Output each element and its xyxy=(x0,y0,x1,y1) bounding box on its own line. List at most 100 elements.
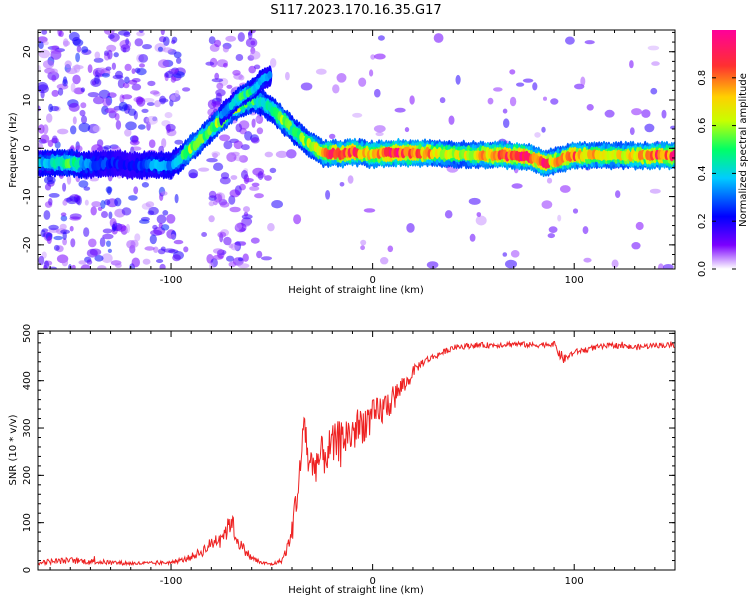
noise-blob xyxy=(158,145,165,155)
noise-blob xyxy=(152,224,158,230)
noise-blob xyxy=(377,35,385,41)
noise-blob xyxy=(509,69,516,75)
noise-blob xyxy=(158,59,170,69)
noise-blob xyxy=(107,186,112,195)
noise-blob xyxy=(138,30,144,33)
colorbar-tick-label: 0.4 xyxy=(697,165,708,181)
noise-blob xyxy=(586,104,594,111)
noise-blob xyxy=(94,51,101,59)
noise-blob xyxy=(275,150,288,158)
noise-blob xyxy=(149,90,160,95)
noise-blob xyxy=(43,210,51,220)
noise-blob xyxy=(89,248,102,256)
noise-blob xyxy=(137,124,146,130)
noise-blob xyxy=(325,190,331,200)
noise-blob xyxy=(631,108,642,116)
noise-blob xyxy=(128,108,137,116)
noise-blob xyxy=(243,206,250,213)
colorbar-tick-label: 0.6 xyxy=(697,118,708,134)
noise-blob xyxy=(41,30,48,35)
noise-blob xyxy=(38,49,50,59)
branch-cell xyxy=(267,71,273,79)
noise-blob xyxy=(516,82,525,87)
noise-blob xyxy=(257,171,264,180)
noise-blob xyxy=(166,214,176,224)
noise-blob xyxy=(358,77,367,87)
noise-blob xyxy=(72,74,81,85)
noise-blob xyxy=(107,49,113,60)
noise-blob xyxy=(550,98,559,105)
noise-blob xyxy=(134,233,141,242)
noise-blob xyxy=(91,201,102,208)
noise-blob xyxy=(352,112,363,118)
noise-blob xyxy=(81,115,87,124)
noise-blob xyxy=(250,237,260,244)
noise-blob xyxy=(93,57,104,63)
noise-blob xyxy=(69,225,74,232)
noise-blob xyxy=(135,96,144,105)
y-tick-label: 500 xyxy=(22,324,33,343)
noise-blob xyxy=(615,190,621,199)
noise-blob xyxy=(80,264,91,269)
noise-blob xyxy=(363,208,376,213)
noise-blob xyxy=(143,98,155,103)
noise-blob xyxy=(170,94,176,101)
noise-blob xyxy=(58,30,64,37)
noise-blob xyxy=(101,211,108,218)
noise-blob xyxy=(70,238,76,248)
noise-blob xyxy=(115,263,122,268)
noise-blob xyxy=(534,132,541,138)
noise-blob xyxy=(100,200,106,209)
noise-blob xyxy=(205,61,215,66)
noise-blob xyxy=(215,89,226,97)
noise-blob xyxy=(211,151,221,157)
noise-blob xyxy=(241,144,250,151)
noise-blob xyxy=(219,201,230,208)
noise-blob xyxy=(509,96,517,107)
noise-blob xyxy=(409,95,415,105)
noise-blob xyxy=(256,127,264,135)
noise-blob xyxy=(216,82,224,90)
noise-blob xyxy=(543,96,547,101)
noise-blob xyxy=(38,65,41,72)
noise-blob xyxy=(173,239,184,245)
noise-blob xyxy=(293,214,302,225)
noise-blob xyxy=(38,84,49,94)
noise-blob xyxy=(219,134,231,142)
x-tick-label: 0 xyxy=(369,275,375,286)
noise-blob xyxy=(99,237,106,248)
noise-blob xyxy=(97,265,107,269)
noise-blob xyxy=(223,62,228,68)
noise-blob xyxy=(141,108,149,113)
noise-blob xyxy=(211,78,224,83)
noise-blob xyxy=(158,98,169,103)
noise-blob xyxy=(51,89,59,97)
noise-blob xyxy=(131,83,142,91)
noise-blob xyxy=(59,223,67,230)
noise-blob xyxy=(84,199,89,206)
noise-blob xyxy=(583,257,592,263)
noise-blob xyxy=(468,197,481,205)
noise-blob xyxy=(214,39,222,48)
x-tick-label: 0 xyxy=(369,576,375,587)
noise-blob xyxy=(111,62,116,70)
noise-blob xyxy=(487,97,494,105)
noise-blob xyxy=(75,52,80,63)
noise-blob xyxy=(130,146,142,151)
noise-blob xyxy=(60,215,68,222)
snr-y-axis-label: SNR (10 * v/v) xyxy=(8,414,19,485)
noise-blob xyxy=(131,68,136,74)
noise-blob xyxy=(493,87,503,92)
noise-blob xyxy=(213,162,224,171)
noise-blob xyxy=(62,38,69,48)
noise-blob xyxy=(208,190,217,198)
noise-blob xyxy=(208,215,215,223)
y-tick-label: -20 xyxy=(22,237,33,253)
noise-blob xyxy=(40,229,46,238)
x-tick-label: -100 xyxy=(160,576,183,587)
noise-blob xyxy=(66,175,72,185)
noise-blob xyxy=(241,241,246,247)
y-tick-label: 20 xyxy=(22,45,33,58)
noise-blob xyxy=(229,189,241,198)
